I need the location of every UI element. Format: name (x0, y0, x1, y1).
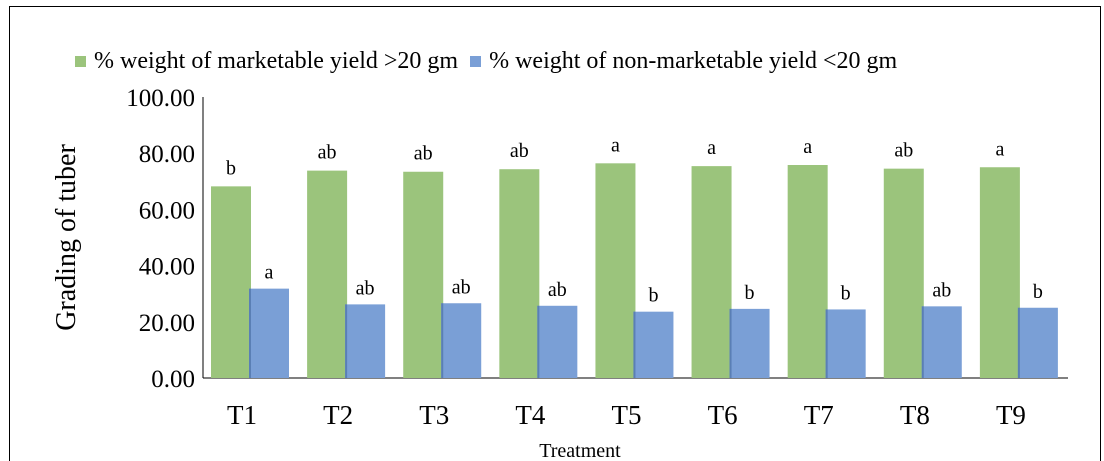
x-tick-label: T9 (996, 400, 1026, 430)
y-tick-label: 20.00 (139, 310, 195, 337)
x-tick-label: T4 (515, 400, 545, 430)
y-tick-label: 40.00 (139, 254, 195, 281)
x-tick-label: T7 (804, 400, 834, 430)
bar-non-marketable (921, 306, 962, 378)
bar-non-marketable (441, 303, 482, 378)
bar-marketable (211, 186, 251, 378)
bar-marketable (595, 163, 636, 378)
y-tick-label: 0.00 (151, 366, 195, 393)
legend-label-marketable: % weight of marketable yield >20 gm (94, 47, 459, 74)
y-tick-label: 80.00 (139, 141, 195, 168)
bar-marketable (691, 166, 732, 378)
bar-marketable (979, 167, 1020, 378)
bar-marketable (499, 169, 540, 378)
data-label-non-marketable: b (745, 282, 755, 304)
bar-overlap-edge (729, 308, 732, 378)
bar-non-marketable (1017, 307, 1058, 378)
bar-non-marketable (633, 311, 674, 378)
x-tick-label: T3 (419, 400, 449, 430)
y-axis-label: Grading of tuber (51, 144, 82, 331)
data-label-marketable: ab (894, 140, 913, 162)
y-tick-label: 60.00 (139, 197, 195, 224)
x-tick-label: T1 (227, 400, 257, 430)
data-label-marketable: b (226, 157, 236, 179)
bar-overlap-edge (633, 311, 636, 378)
y-tick-label: 100.00 (126, 85, 195, 112)
x-axis-label: Treatment (539, 440, 621, 461)
data-label-non-marketable: ab (932, 279, 951, 301)
legend-label-non-marketable: % weight of non-marketable yield <20 gm (489, 47, 898, 74)
data-label-non-marketable: a (265, 262, 274, 284)
data-label-non-marketable: b (648, 285, 658, 307)
x-tick-label: T8 (900, 400, 930, 430)
data-label-marketable: a (803, 136, 812, 158)
bar-overlap-edge (1017, 307, 1020, 378)
bar-marketable (403, 171, 444, 378)
legend-item-non-marketable: % weight of non-marketable yield <20 gm (470, 48, 897, 75)
legend-swatch-non-marketable (470, 55, 482, 67)
bar-non-marketable (825, 309, 866, 378)
bar-non-marketable (729, 308, 770, 378)
data-label-marketable: a (611, 134, 620, 156)
data-label-non-marketable: b (841, 282, 851, 304)
data-label-non-marketable: ab (452, 276, 471, 298)
bar-marketable (307, 170, 348, 378)
bar-non-marketable (249, 288, 289, 378)
bar-overlap-edge (825, 309, 828, 378)
data-label-marketable: ab (414, 143, 433, 165)
x-tick-label: T5 (612, 400, 642, 430)
x-tick-label: T6 (708, 400, 738, 430)
bar-marketable (787, 165, 828, 378)
data-label-marketable: a (995, 138, 1004, 160)
data-label-non-marketable: ab (356, 277, 375, 299)
legend-item-marketable: % weight of marketable yield >20 gm (75, 48, 458, 75)
data-label-marketable: a (707, 137, 716, 159)
bar-overlap-edge (921, 306, 924, 378)
bar-non-marketable (537, 305, 578, 378)
chart-legend: % weight of marketable yield >20 gm % we… (75, 46, 909, 76)
data-label-marketable: ab (510, 140, 529, 162)
data-label-marketable: ab (318, 142, 337, 164)
bar-overlap-edge (249, 288, 251, 378)
bar-overlap-edge (537, 305, 540, 378)
bar-overlap-edge (441, 303, 444, 378)
data-label-non-marketable: b (1033, 281, 1043, 303)
bar-non-marketable (345, 304, 386, 378)
data-label-non-marketable: ab (548, 279, 567, 301)
legend-swatch-marketable (75, 55, 86, 67)
bar-marketable (883, 168, 924, 378)
bar-overlap-edge (345, 304, 348, 378)
x-tick-label: T2 (323, 400, 353, 430)
